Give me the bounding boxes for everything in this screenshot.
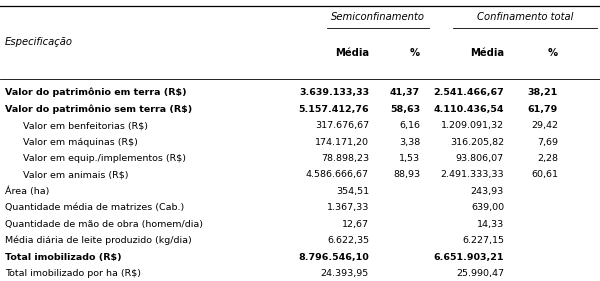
Text: Valor em benfeitorias (R$): Valor em benfeitorias (R$) — [23, 121, 148, 130]
Text: 8.796.546,10: 8.796.546,10 — [298, 253, 369, 262]
Text: Valor em equip./implementos (R$): Valor em equip./implementos (R$) — [23, 154, 186, 163]
Text: 61,79: 61,79 — [528, 105, 558, 114]
Text: 41,37: 41,37 — [390, 88, 420, 97]
Text: 88,93: 88,93 — [393, 170, 420, 180]
Text: 58,63: 58,63 — [390, 105, 420, 114]
Text: Quantidade de mão de obra (homem/dia): Quantidade de mão de obra (homem/dia) — [5, 220, 203, 229]
Text: 14,33: 14,33 — [477, 220, 504, 229]
Text: 1,53: 1,53 — [399, 154, 420, 163]
Text: Valor do patrimônio sem terra (R$): Valor do patrimônio sem terra (R$) — [5, 105, 192, 114]
Text: 25.990,47: 25.990,47 — [456, 269, 504, 278]
Text: 60,61: 60,61 — [531, 170, 558, 180]
Text: 24.393,95: 24.393,95 — [321, 269, 369, 278]
Text: 243,93: 243,93 — [471, 187, 504, 196]
Text: Média: Média — [470, 48, 504, 58]
Text: 2,28: 2,28 — [537, 154, 558, 163]
Text: Semiconfinamento: Semiconfinamento — [331, 12, 425, 22]
Text: 639,00: 639,00 — [471, 203, 504, 212]
Text: Média diária de leite produzido (kg/dia): Média diária de leite produzido (kg/dia) — [5, 236, 191, 245]
Text: 3.639.133,33: 3.639.133,33 — [299, 88, 369, 97]
Text: 6.651.903,21: 6.651.903,21 — [433, 253, 504, 262]
Text: Área (ha): Área (ha) — [5, 187, 49, 196]
Text: 1.209.091,32: 1.209.091,32 — [441, 121, 504, 130]
Text: 316.205,82: 316.205,82 — [450, 137, 504, 147]
Text: Valor do patrimônio em terra (R$): Valor do patrimônio em terra (R$) — [5, 88, 187, 98]
Text: 174.171,20: 174.171,20 — [315, 137, 369, 147]
Text: 12,67: 12,67 — [342, 220, 369, 229]
Text: Média: Média — [335, 48, 369, 58]
Text: %: % — [410, 48, 420, 58]
Text: 3,38: 3,38 — [399, 137, 420, 147]
Text: %: % — [548, 48, 558, 58]
Text: 1.367,33: 1.367,33 — [326, 203, 369, 212]
Text: 7,69: 7,69 — [537, 137, 558, 147]
Text: Especificação: Especificação — [5, 37, 73, 47]
Text: Valor em animais (R$): Valor em animais (R$) — [23, 170, 128, 180]
Text: Total imobilizado (R$): Total imobilizado (R$) — [5, 253, 121, 262]
Text: 4.586.666,67: 4.586.666,67 — [306, 170, 369, 180]
Text: 5.157.412,76: 5.157.412,76 — [298, 105, 369, 114]
Text: 4.110.436,54: 4.110.436,54 — [433, 105, 504, 114]
Text: 354,51: 354,51 — [336, 187, 369, 196]
Text: 93.806,07: 93.806,07 — [456, 154, 504, 163]
Text: 6.622,35: 6.622,35 — [327, 236, 369, 245]
Text: 29,42: 29,42 — [531, 121, 558, 130]
Text: Confinamento total: Confinamento total — [477, 12, 573, 22]
Text: 38,21: 38,21 — [528, 88, 558, 97]
Text: Valor em máquinas (R$): Valor em máquinas (R$) — [23, 137, 137, 147]
Text: 6,16: 6,16 — [399, 121, 420, 130]
Text: Total imobilizado por ha (R$): Total imobilizado por ha (R$) — [5, 269, 141, 278]
Text: 6.227,15: 6.227,15 — [462, 236, 504, 245]
Text: 78.898,23: 78.898,23 — [321, 154, 369, 163]
Text: 2.541.466,67: 2.541.466,67 — [433, 88, 504, 97]
Text: 317.676,67: 317.676,67 — [315, 121, 369, 130]
Text: Quantidade média de matrizes (Cab.): Quantidade média de matrizes (Cab.) — [5, 203, 184, 212]
Text: 2.491.333,33: 2.491.333,33 — [440, 170, 504, 180]
